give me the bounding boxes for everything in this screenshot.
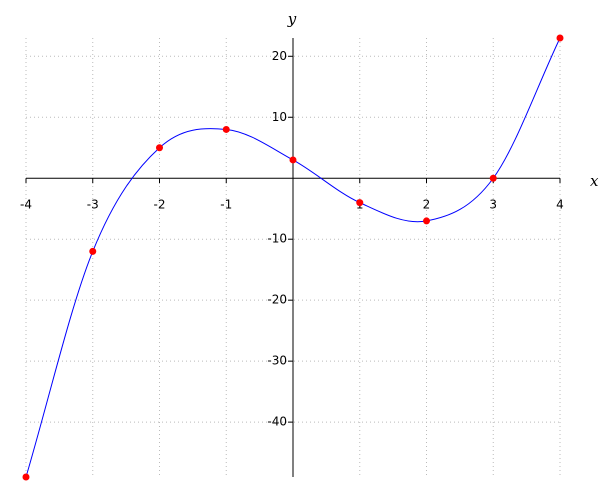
y-tick-label: -20 — [267, 293, 287, 307]
x-tick-label: -2 — [154, 198, 166, 212]
x-tick-label: 3 — [489, 198, 497, 212]
point — [423, 217, 430, 225]
x-axis-label: x — [590, 172, 599, 190]
x-tick-label: -1 — [220, 198, 232, 212]
x-tick-label: -3 — [87, 198, 99, 212]
x-tick-label: -4 — [20, 198, 32, 212]
point — [489, 174, 497, 182]
x-tick-label: 4 — [556, 198, 564, 212]
y-tick-label: 10 — [272, 110, 287, 124]
y-tick-label: -40 — [267, 415, 287, 429]
point — [89, 247, 97, 255]
y-tick-label: 20 — [272, 49, 287, 63]
point — [356, 199, 364, 207]
point — [222, 125, 230, 133]
point — [556, 34, 564, 42]
point — [289, 156, 297, 164]
point — [156, 144, 163, 152]
x-tick-label: 2 — [423, 198, 431, 212]
y-tick-label: -30 — [267, 354, 287, 368]
point — [22, 473, 30, 481]
y-tick-label: -10 — [267, 232, 287, 246]
y-axis-label: y — [287, 10, 297, 28]
